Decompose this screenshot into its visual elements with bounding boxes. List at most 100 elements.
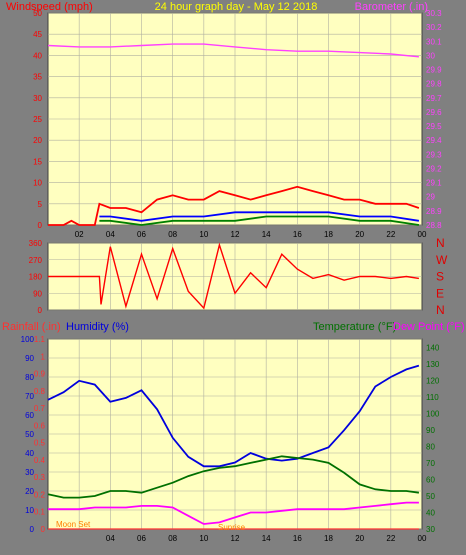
rainfall-tick-label: 0: [41, 525, 46, 534]
time-tick-label: 12: [231, 534, 240, 543]
series-line-barometer: [47, 43, 419, 58]
barometer-tick-label: 28.8: [426, 221, 442, 230]
wind-tick-label: 20: [33, 136, 42, 145]
rainfall-tick-label: 0.9: [34, 370, 46, 379]
compass-label: W: [436, 253, 448, 267]
barometer-tick-label: 28.9: [426, 207, 442, 216]
time-tick-label: 08: [168, 534, 177, 543]
humidity-tick-label: 70: [25, 392, 34, 401]
wind-tick-label: 5: [38, 200, 43, 209]
time-tick-label: 08: [168, 230, 177, 239]
time-tick-label: 10: [199, 534, 208, 543]
temperature-tick-label: 140: [426, 343, 440, 352]
windspeed-title: Windspeed (mph): [6, 1, 93, 13]
time-tick-label: 04: [106, 534, 115, 543]
humidity-tick-label: 50: [25, 430, 34, 439]
barometer-tick-label: 29.8: [426, 80, 442, 89]
rainfall-tick-label: 0.5: [34, 439, 46, 448]
rainfall-title: Rainfall (.in): [2, 321, 61, 333]
temperature-y-axis: 30 40 50 60 70 80 90 100 110 120 130 140: [426, 343, 440, 534]
time-tick-label: 04: [106, 230, 115, 239]
temperature-tick-label: 120: [426, 376, 440, 385]
direction-tick-label: 90: [33, 289, 42, 298]
barometer-tick-label: 29: [426, 193, 435, 202]
wind-tick-label: 25: [33, 115, 42, 124]
temperature-tick-label: 100: [426, 409, 440, 418]
rainfall-tick-label: 1: [41, 352, 46, 361]
temperature-tick-label: 110: [426, 393, 439, 402]
humidity-tick-label: 10: [25, 506, 34, 515]
sunrise-marker: Sunrise: [218, 523, 246, 532]
temperature-tick-label: 40: [426, 508, 435, 517]
compass-label: S: [436, 270, 444, 284]
moonset-marker: Moon Set: [56, 520, 91, 529]
wind-tick-label: 30: [33, 94, 42, 103]
humidity-tick-label: 20: [25, 487, 34, 496]
barometer-tick-label: 29.2: [426, 164, 442, 173]
barometer-tick-label: 29.3: [426, 150, 442, 159]
barometer-tick-label: 29.9: [426, 66, 442, 75]
barometer-tick-label: 30.1: [426, 37, 442, 46]
time-tick-label: 00: [418, 534, 427, 543]
humidity-x-axis: 04 06 08 10 12 14 16 18 20 22 00: [106, 534, 427, 543]
compass-label: N: [436, 236, 445, 250]
time-tick-label: 02: [75, 230, 84, 239]
time-tick-label: 06: [137, 534, 146, 543]
barometer-tick-label: 30.3: [426, 9, 442, 18]
wind-tick-label: 0: [38, 221, 43, 230]
direction-y-axis: 0 90 180 270 360: [29, 239, 43, 315]
series-line-windspeed: [48, 185, 420, 226]
temperature-tick-label: 60: [426, 475, 435, 484]
wind-tick-label: 35: [33, 73, 42, 82]
humidity-tick-label: 0: [30, 525, 35, 534]
time-tick-label: 18: [324, 534, 333, 543]
direction-tick-label: 180: [29, 273, 43, 282]
temperature-title: Temperature (°F): [313, 321, 396, 333]
barometer-tick-label: 29.4: [426, 136, 442, 145]
series-line-dew-point: [48, 501, 419, 525]
rainfall-tick-label: 0.6: [34, 421, 46, 430]
time-tick-label: 16: [293, 534, 302, 543]
compass-label: N: [436, 303, 445, 317]
temperature-tick-label: 90: [426, 426, 435, 435]
time-tick-label: 12: [231, 230, 240, 239]
humidity-title: Humidity (%): [66, 321, 129, 333]
dewpoint-title: Dew Point (°F): [393, 321, 465, 333]
humidity-tick-label: 100: [21, 335, 35, 344]
series-line-average: [99, 211, 420, 222]
temperature-tick-label: 80: [426, 442, 435, 451]
time-tick-label: 14: [262, 230, 271, 239]
series-line-humidity: [47, 364, 420, 468]
rainfall-tick-label: 0.3: [34, 473, 46, 482]
compass-label: E: [436, 286, 444, 300]
time-tick-label: 20: [355, 230, 364, 239]
time-tick-label: 10: [199, 230, 208, 239]
time-tick-label: 18: [324, 230, 333, 239]
temperature-tick-label: 130: [426, 360, 440, 369]
time-tick-label: 20: [355, 534, 364, 543]
humidity-y-axis: 0 10 20 30 40 50 60 70 80 90 100: [21, 335, 35, 534]
rainfall-tick-label: 0.4: [34, 456, 46, 465]
humidity-tick-label: 30: [25, 468, 34, 477]
wind-tick-label: 15: [33, 157, 42, 166]
temperature-tick-label: 30: [426, 525, 435, 534]
wind-panel-grid: [48, 12, 422, 226]
barometer-tick-label: 29.1: [426, 179, 442, 188]
series-line-temperature: [47, 455, 420, 499]
humidity-tick-label: 40: [25, 449, 34, 458]
barometer-y-axis: 28.8 28.9 29 29.1 29.2 29.3 29.4 29.5 29.6 29.7 29…: [426, 9, 442, 230]
wind-tick-label: 40: [33, 51, 42, 60]
series-line-direction: [48, 242, 420, 310]
rainfall-tick-label: 0.7: [34, 404, 46, 413]
wind-x-axis: 02 04 06 08 10 12 14 16 18 20 22 00: [75, 230, 427, 239]
barometer-title: Barometer (.in): [355, 1, 428, 13]
temperature-tick-label: 70: [426, 459, 435, 468]
humidity-panel-series: [47, 364, 420, 530]
time-tick-label: 16: [293, 230, 302, 239]
barometer-tick-label: 29.6: [426, 108, 442, 117]
rainfall-tick-label: 0.1: [34, 508, 46, 517]
barometer-tick-label: 29.7: [426, 94, 442, 103]
wind-y-axis: 0 5 10 15 20 25 30 35 40 45 50: [33, 9, 42, 230]
